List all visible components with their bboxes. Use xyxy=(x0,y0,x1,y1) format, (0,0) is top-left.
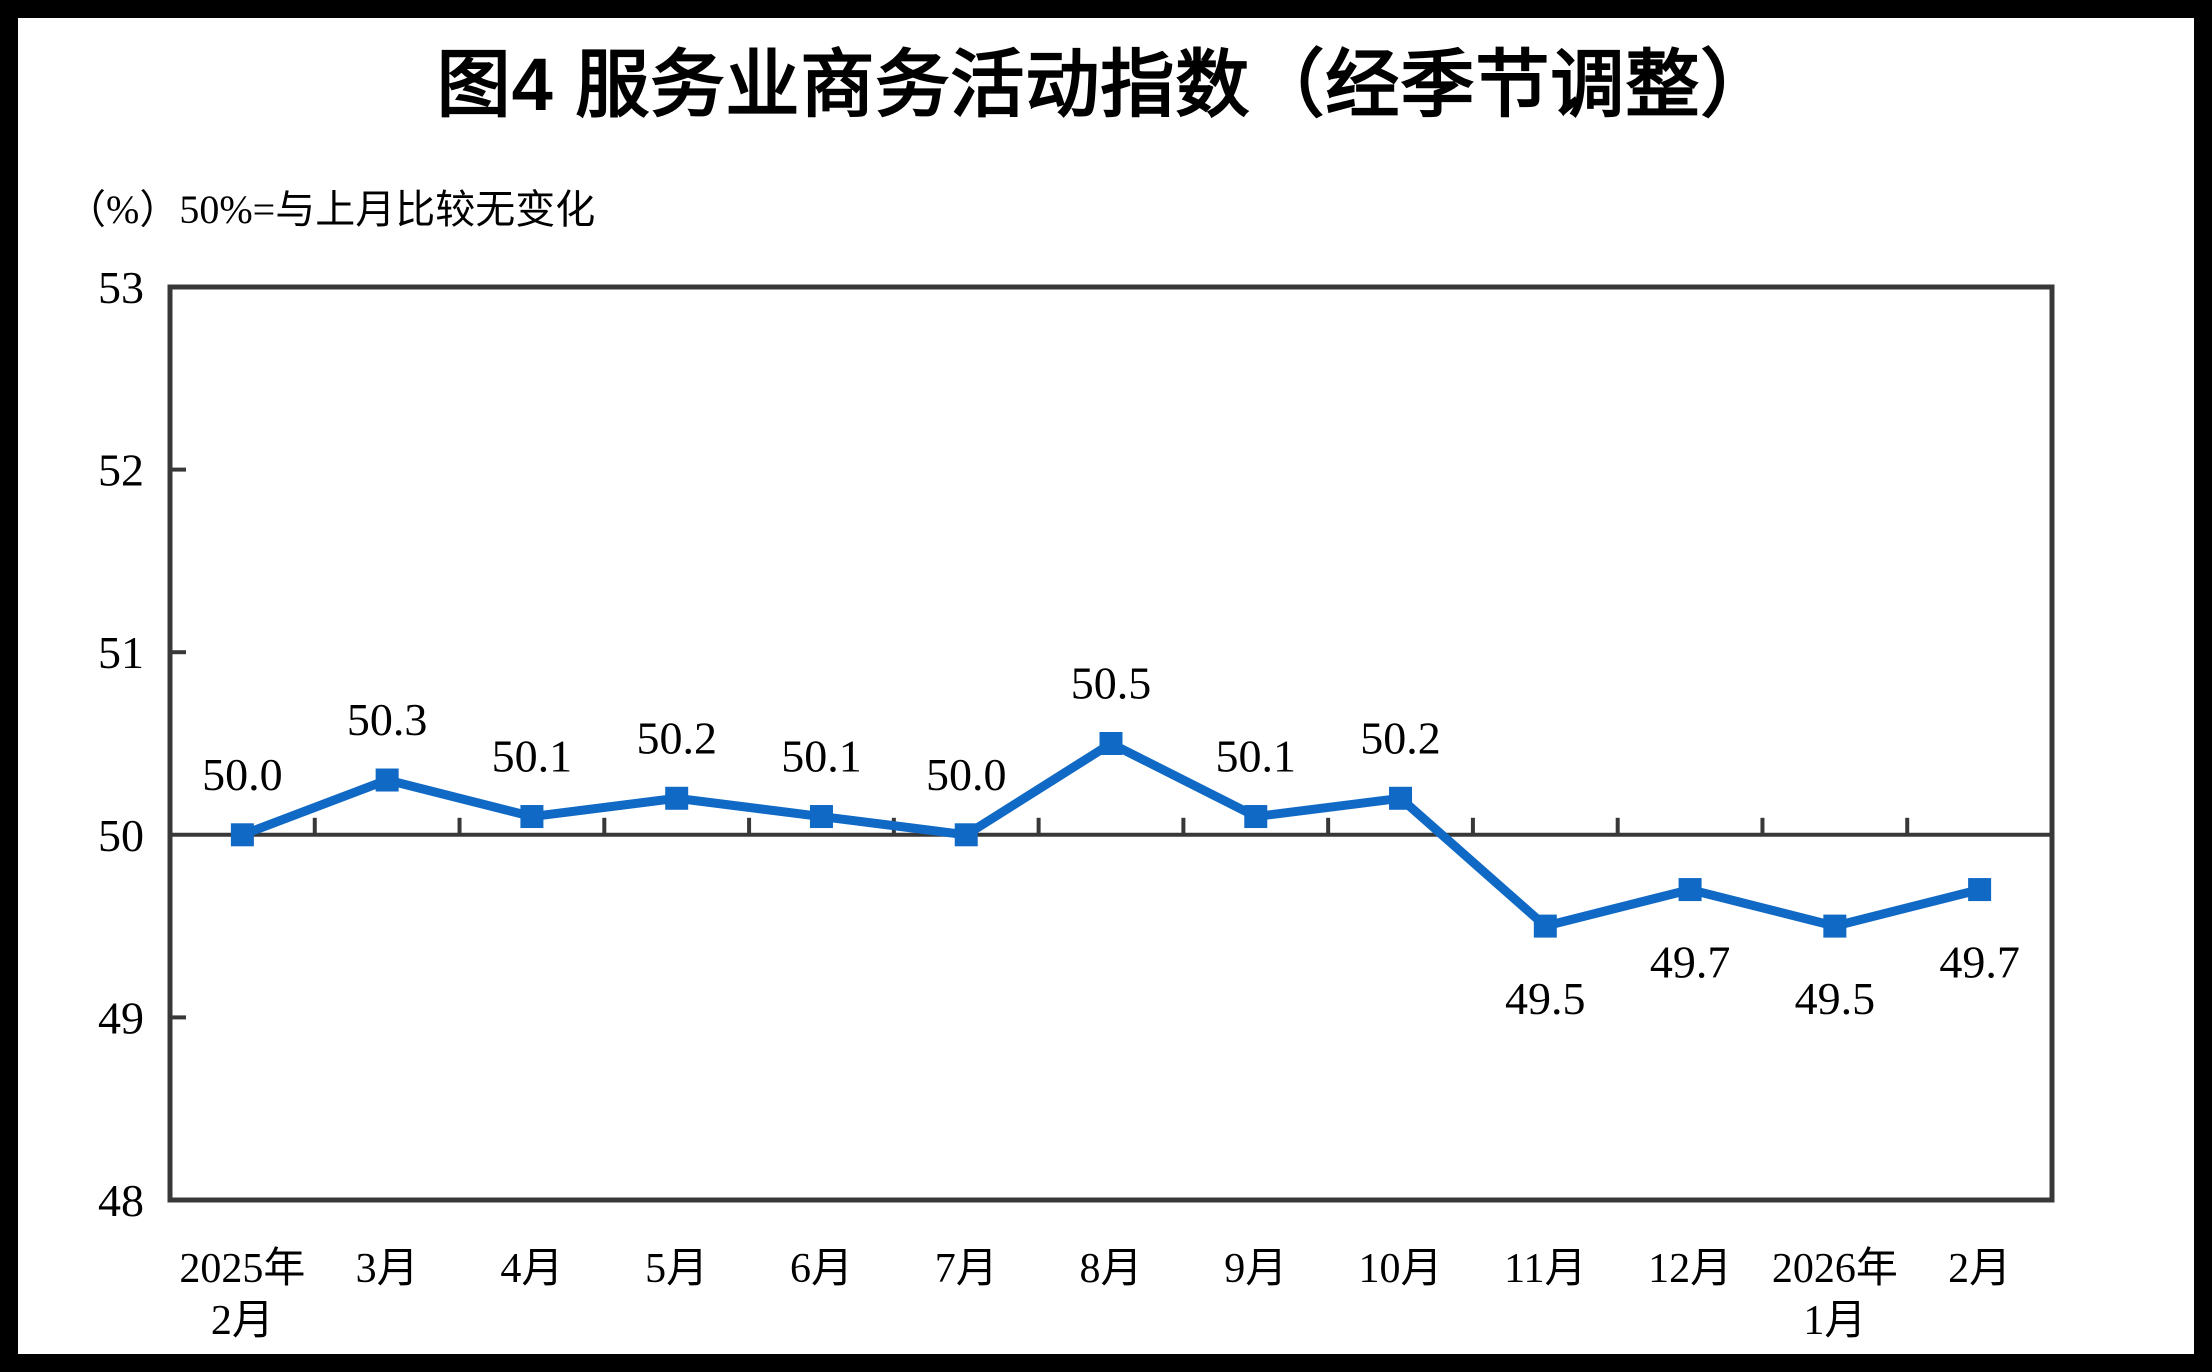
data-label: 49.7 xyxy=(1650,937,1731,988)
x-category-label: 11月 xyxy=(1504,1246,1586,1292)
x-category-label: 6月 xyxy=(790,1246,853,1292)
y-tick-label: 48 xyxy=(98,1175,144,1226)
x-category-label: 2026年 xyxy=(1772,1245,1898,1292)
x-category-label: 4月 xyxy=(500,1246,563,1292)
data-point-marker xyxy=(1678,878,1702,902)
x-category-label: 3月 xyxy=(356,1246,419,1292)
data-point-marker xyxy=(1968,878,1992,902)
y-tick-label: 49 xyxy=(98,992,144,1043)
data-label: 50.5 xyxy=(1071,658,1152,709)
data-point-marker xyxy=(1099,732,1123,755)
data-label: 50.0 xyxy=(202,749,283,800)
x-category-label: 9月 xyxy=(1224,1246,1287,1292)
data-point-marker xyxy=(1244,805,1268,829)
data-label: 49.5 xyxy=(1505,973,1586,1024)
y-tick-label: 50 xyxy=(98,810,144,861)
y-tick-label: 51 xyxy=(98,627,144,678)
data-label: 50.2 xyxy=(1360,712,1441,763)
chart-title: 图4 服务业商务活动指数（经季节调整） xyxy=(436,43,1776,126)
plot-frame xyxy=(167,284,2055,1203)
data-point-marker xyxy=(954,823,978,847)
data-point-marker xyxy=(1389,786,1413,810)
data-point-marker xyxy=(230,823,254,847)
data-point-marker xyxy=(520,805,544,829)
x-category-label: 1月 xyxy=(1803,1298,1866,1344)
x-category-label: 2025年 xyxy=(179,1245,305,1292)
x-category-label: 7月 xyxy=(935,1246,998,1292)
x-category-label: 12月 xyxy=(1648,1246,1732,1292)
data-label: 50.1 xyxy=(1216,731,1297,782)
data-label: 50.1 xyxy=(781,731,862,782)
data-point-marker xyxy=(809,805,833,829)
data-point-marker xyxy=(1533,914,1557,938)
axis-unit-note: （%）50%=与上月比较无变化 xyxy=(66,187,596,232)
data-label: 50.3 xyxy=(347,694,428,745)
x-category-label: 5月 xyxy=(645,1246,708,1292)
data-label: 49.5 xyxy=(1795,973,1876,1024)
data-point-marker xyxy=(375,768,399,792)
data-label: 50.1 xyxy=(492,731,573,782)
data-point-marker xyxy=(1823,914,1847,938)
y-tick-label: 53 xyxy=(98,262,144,313)
plot-area: 48 49 50 51 52 53 50.0 50.3 50.1 50.2 50.1 50.0 50.5… xyxy=(98,262,2055,1344)
data-label: 50.0 xyxy=(926,749,1007,800)
x-category-label: 8月 xyxy=(1079,1246,1142,1292)
x-category-label: 2月 xyxy=(1948,1246,2011,1292)
x-category-label: 10月 xyxy=(1359,1246,1443,1292)
data-label: 50.2 xyxy=(636,712,717,763)
data-point-marker xyxy=(665,786,689,810)
data-label: 49.7 xyxy=(1939,937,2020,988)
y-tick-label: 52 xyxy=(98,445,144,496)
x-category-label: 2月 xyxy=(211,1298,274,1344)
